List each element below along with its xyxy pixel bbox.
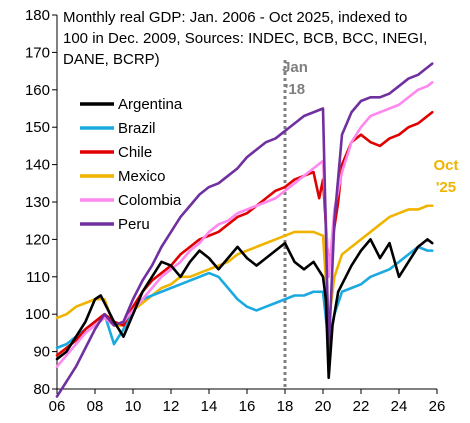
y-tick-label: 180 — [25, 7, 50, 24]
x-tick-label: 18 — [277, 398, 294, 415]
annotation-label: '25 — [436, 179, 456, 196]
y-tick-label: 120 — [25, 231, 50, 248]
chart-title-line: Monthly real GDP: Jan. 2006 - Oct 2025, … — [63, 9, 407, 26]
y-tick-label: 170 — [25, 44, 50, 61]
chart-series — [55, 62, 434, 398]
legend-label-argentina: Argentina — [118, 96, 183, 113]
chart-title: Monthly real GDP: Jan. 2006 - Oct 2025, … — [63, 9, 427, 68]
legend-label-chile: Chile — [118, 144, 152, 161]
y-tick-label: 130 — [25, 194, 50, 211]
x-tick-label: 26 — [429, 398, 446, 415]
x-tick-label: 10 — [125, 398, 142, 415]
x-tick-label: 12 — [163, 398, 180, 415]
x-tick-label: 22 — [353, 398, 370, 415]
y-tick-label: 110 — [26, 269, 50, 286]
series-line-peru — [55, 62, 434, 398]
y-tick-label: 80 — [33, 381, 50, 398]
chart-title-line: 100 in Dec. 2009, Sources: INDEC, BCB, B… — [63, 30, 427, 47]
y-tick-label: 90 — [33, 344, 50, 361]
chart-title-line: DANE, BCRP) — [63, 51, 160, 68]
x-tick-label: 14 — [201, 398, 218, 415]
x-tick-label: 16 — [239, 398, 256, 415]
chart-legend: Argentina Brazil Chile Mexico Colombia Peru — [80, 96, 183, 233]
series-line-argentina — [55, 238, 434, 380]
chart-annotations: Jan '18 Oct '25 — [282, 59, 458, 196]
legend-label-colombia: Colombia — [118, 192, 182, 209]
x-tick-label: 06 — [49, 398, 66, 415]
series-line-brazil — [55, 245, 434, 350]
legend-label-peru: Peru — [118, 216, 150, 233]
y-tick-label: 140 — [25, 157, 50, 174]
annotation-label: '18 — [285, 81, 305, 98]
series-line-chile — [55, 110, 434, 357]
annotation-label: Jan — [282, 59, 308, 76]
x-tick-label: 20 — [315, 398, 332, 415]
y-tick-label: 100 — [25, 306, 50, 323]
legend-label-mexico: Mexico — [118, 168, 166, 185]
x-tick-label: 08 — [87, 398, 104, 415]
legend-label-brazil: Brazil — [118, 120, 156, 137]
annotation-label: Oct — [433, 157, 458, 174]
x-tick-label: 24 — [391, 398, 408, 415]
y-tick-label: 150 — [25, 119, 50, 136]
chart-axes: 80 90 100 110 120 130 140 150 160 170 180 06 08 10 12 1… — [25, 7, 445, 415]
y-tick-label: 160 — [25, 82, 50, 99]
